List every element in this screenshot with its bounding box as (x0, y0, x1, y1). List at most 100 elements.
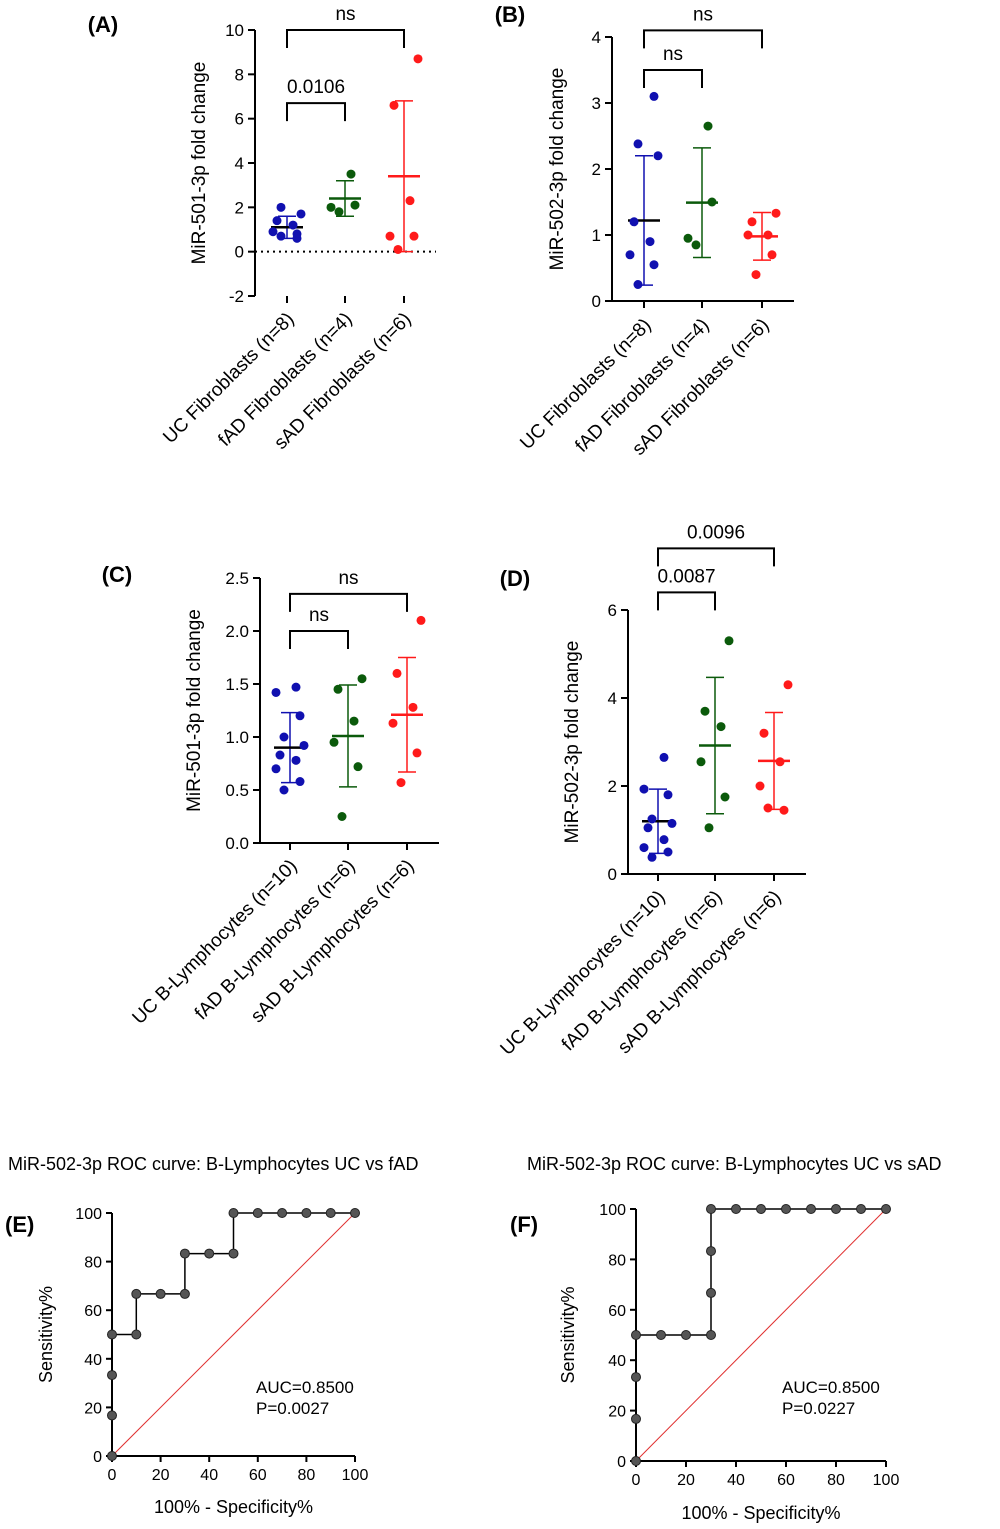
y-tick-label: 80 (608, 1252, 626, 1269)
y-tick-label: 1.0 (225, 728, 249, 747)
data-point (291, 755, 301, 765)
y-tick-label: 6 (608, 601, 617, 620)
data-point (334, 207, 344, 217)
data-point (747, 217, 757, 227)
data-point (647, 852, 657, 862)
data-point (649, 91, 659, 101)
y-tick-label: 60 (84, 1303, 102, 1320)
y-tick-label: 0 (93, 1449, 102, 1466)
data-point (633, 139, 643, 149)
roc-point (631, 1456, 641, 1466)
y-tick-label: 4 (592, 28, 601, 47)
roc-point (325, 1208, 336, 1218)
roc-point (656, 1330, 666, 1340)
data-point (659, 752, 669, 762)
data-point (707, 197, 717, 207)
data-point (275, 750, 285, 760)
data-point (696, 757, 706, 767)
data-point (413, 54, 423, 64)
annotation-line: AUC=0.8500 (782, 1378, 880, 1397)
y-axis-label: MiR-502-3p fold change (562, 641, 583, 844)
chart-title: MiR-502-3p ROC curve: B-Lymphocytes UC v… (8, 1154, 418, 1174)
roc-point (107, 1329, 117, 1340)
data-point (295, 777, 305, 787)
data-point (645, 237, 655, 247)
roc-point (756, 1204, 766, 1214)
data-point (771, 208, 781, 218)
panel-label: (A) (88, 12, 119, 37)
data-point (389, 100, 399, 110)
y-tick-label: 40 (84, 1352, 102, 1369)
x-tick-label: 80 (298, 1467, 316, 1484)
panel-label: (D) (500, 566, 531, 591)
y-tick-label: 0 (608, 865, 617, 884)
data-point (643, 823, 653, 833)
panel-c: (C) 0.0 0.5 1.0 1.5 2.0 2.5 MiR-501-3p fold cha… (102, 562, 439, 1029)
data-point (683, 233, 693, 243)
data-point (299, 740, 309, 750)
y-tick-label: 2 (592, 160, 601, 179)
roc-point (706, 1246, 716, 1257)
y-axis-label: Sensitivity% (36, 1286, 56, 1383)
data-point (649, 260, 659, 270)
roc-point (631, 1330, 641, 1340)
data-point (743, 230, 753, 240)
data-point (639, 784, 649, 794)
data-point (271, 687, 281, 697)
data-point (357, 674, 367, 684)
y-tick-label: 60 (608, 1303, 626, 1320)
roc-point (179, 1288, 190, 1299)
y-tick-label: 8 (235, 65, 244, 84)
x-tick-label: 20 (677, 1472, 695, 1489)
data-point (691, 240, 701, 250)
data-point (349, 716, 359, 726)
data-point (276, 202, 286, 212)
y-tick-label: 100 (75, 1206, 102, 1223)
data-point (408, 702, 418, 712)
data-point (724, 636, 734, 646)
roc-point (681, 1330, 691, 1340)
roc-point (252, 1208, 263, 1218)
y-tick-label: 2 (608, 777, 617, 796)
x-tick-label: 0 (632, 1472, 641, 1489)
roc-point (631, 1413, 641, 1424)
data-point (759, 728, 769, 738)
roc-point (301, 1208, 312, 1218)
x-tick-label: 60 (249, 1467, 267, 1484)
data-point (779, 805, 789, 815)
y-tick-label: 2 (235, 198, 244, 217)
data-point (288, 220, 298, 230)
y-tick-label: 10 (225, 21, 244, 40)
data-point (393, 244, 403, 254)
data-point (716, 722, 726, 732)
roc-point (131, 1288, 142, 1299)
data-point (333, 684, 343, 694)
y-axis-label: MiR-501-3p fold change (184, 609, 205, 812)
data-point (405, 196, 415, 206)
data-point (271, 764, 281, 774)
panel-label: (C) (102, 562, 133, 587)
data-point (755, 781, 765, 791)
data-point (659, 835, 669, 845)
y-tick-label: 0 (617, 1454, 626, 1471)
y-tick-label: 4 (235, 154, 244, 173)
data-point (412, 748, 422, 758)
y-tick-label: 100 (599, 1202, 626, 1219)
data-point (276, 231, 286, 241)
data-point (292, 233, 302, 243)
y-tick-label: 1.5 (225, 675, 249, 694)
roc-point (781, 1204, 791, 1214)
roc-point (277, 1208, 288, 1218)
y-tick-label: 20 (84, 1400, 102, 1417)
data-point (388, 718, 398, 728)
y-tick-label: 0.0 (225, 834, 249, 853)
data-point (629, 217, 639, 227)
y-tick-label: 0 (592, 292, 601, 311)
y-tick-label: 80 (84, 1255, 102, 1272)
data-point (279, 785, 289, 795)
chart-title: MiR-502-3p ROC curve: B-Lymphocytes UC v… (527, 1154, 941, 1174)
y-tick-label: 40 (608, 1353, 626, 1370)
